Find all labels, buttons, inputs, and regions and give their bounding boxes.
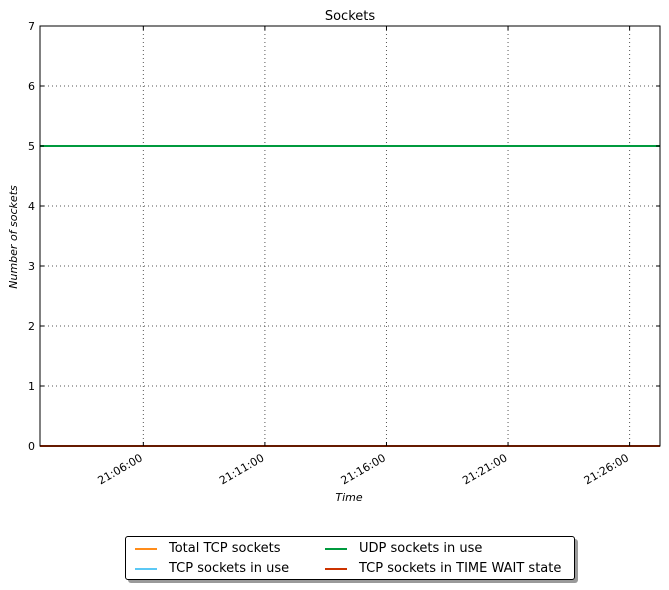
y-tick-label: 0 xyxy=(28,440,35,453)
x-tick-label: 21:26:00 xyxy=(582,451,631,487)
y-tick-label: 1 xyxy=(28,380,35,393)
legend-swatch-tcp-time-wait xyxy=(325,568,347,570)
chart-legend: Total TCP sockets TCP sockets in use UDP… xyxy=(125,536,575,580)
series-lines xyxy=(40,145,660,447)
legend-swatch-tcp-in-use xyxy=(135,568,157,570)
legend-label-udp-in-use: UDP sockets in use xyxy=(359,541,483,556)
plot-frame xyxy=(39,25,661,447)
chart-title: Sockets xyxy=(325,9,376,24)
legend-swatch-total-tcp xyxy=(135,548,157,550)
x-tick-label: 21:21:00 xyxy=(460,451,509,487)
y-tick-label: 4 xyxy=(28,200,35,213)
x-axis-label: Time xyxy=(335,491,362,504)
legend-swatch-udp-in-use xyxy=(325,548,347,550)
x-tick-label: 21:11:00 xyxy=(217,451,266,487)
legend-label-tcp-time-wait: TCP sockets in TIME WAIT state xyxy=(359,561,562,576)
axis-ticks: 0 1 2 3 4 5 6 7 21:06:00 21:11:00 21:16:00 21:21:00… xyxy=(28,20,660,487)
grid-lines xyxy=(40,26,660,446)
x-tick-label: 21:16:00 xyxy=(339,451,388,487)
y-tick-label: 7 xyxy=(28,20,35,33)
legend-label-total-tcp: Total TCP sockets xyxy=(169,541,281,556)
y-tick-label: 2 xyxy=(28,320,35,333)
y-tick-label: 6 xyxy=(28,80,35,93)
legend-label-tcp-in-use: TCP sockets in use xyxy=(169,561,290,576)
y-axis-label: Number of sockets xyxy=(7,185,20,289)
y-tick-label: 5 xyxy=(28,140,35,153)
x-tick-label: 21:06:00 xyxy=(96,451,145,487)
y-tick-label: 3 xyxy=(28,260,35,273)
